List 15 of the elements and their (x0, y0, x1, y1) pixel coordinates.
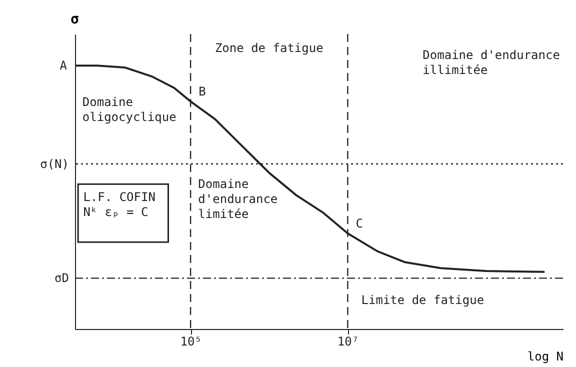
annotation: Domaine d'endurance illimitée (422, 48, 560, 77)
annotation: Limite de fatigue (361, 292, 484, 307)
y-axis-title: σ (70, 12, 79, 28)
annotation: C (356, 216, 363, 230)
annotation: A (60, 58, 68, 73)
ref-line-label: σ(N) (40, 156, 69, 171)
annotation: B (198, 84, 206, 98)
annotation: Domaine d'endurance limitée (198, 176, 278, 221)
x-tick-label: 10⁵ (180, 334, 202, 348)
annotation: L.F. COFIN Nᵏ εₚ = C (83, 190, 156, 220)
annotation: Domaine oligocyclique (82, 95, 176, 124)
x-tick-label: 10⁷ (337, 334, 360, 348)
x-axis-title: log N (527, 350, 564, 364)
text: Zone de fatigue (214, 41, 324, 56)
ref-line-label: σD (54, 271, 69, 286)
